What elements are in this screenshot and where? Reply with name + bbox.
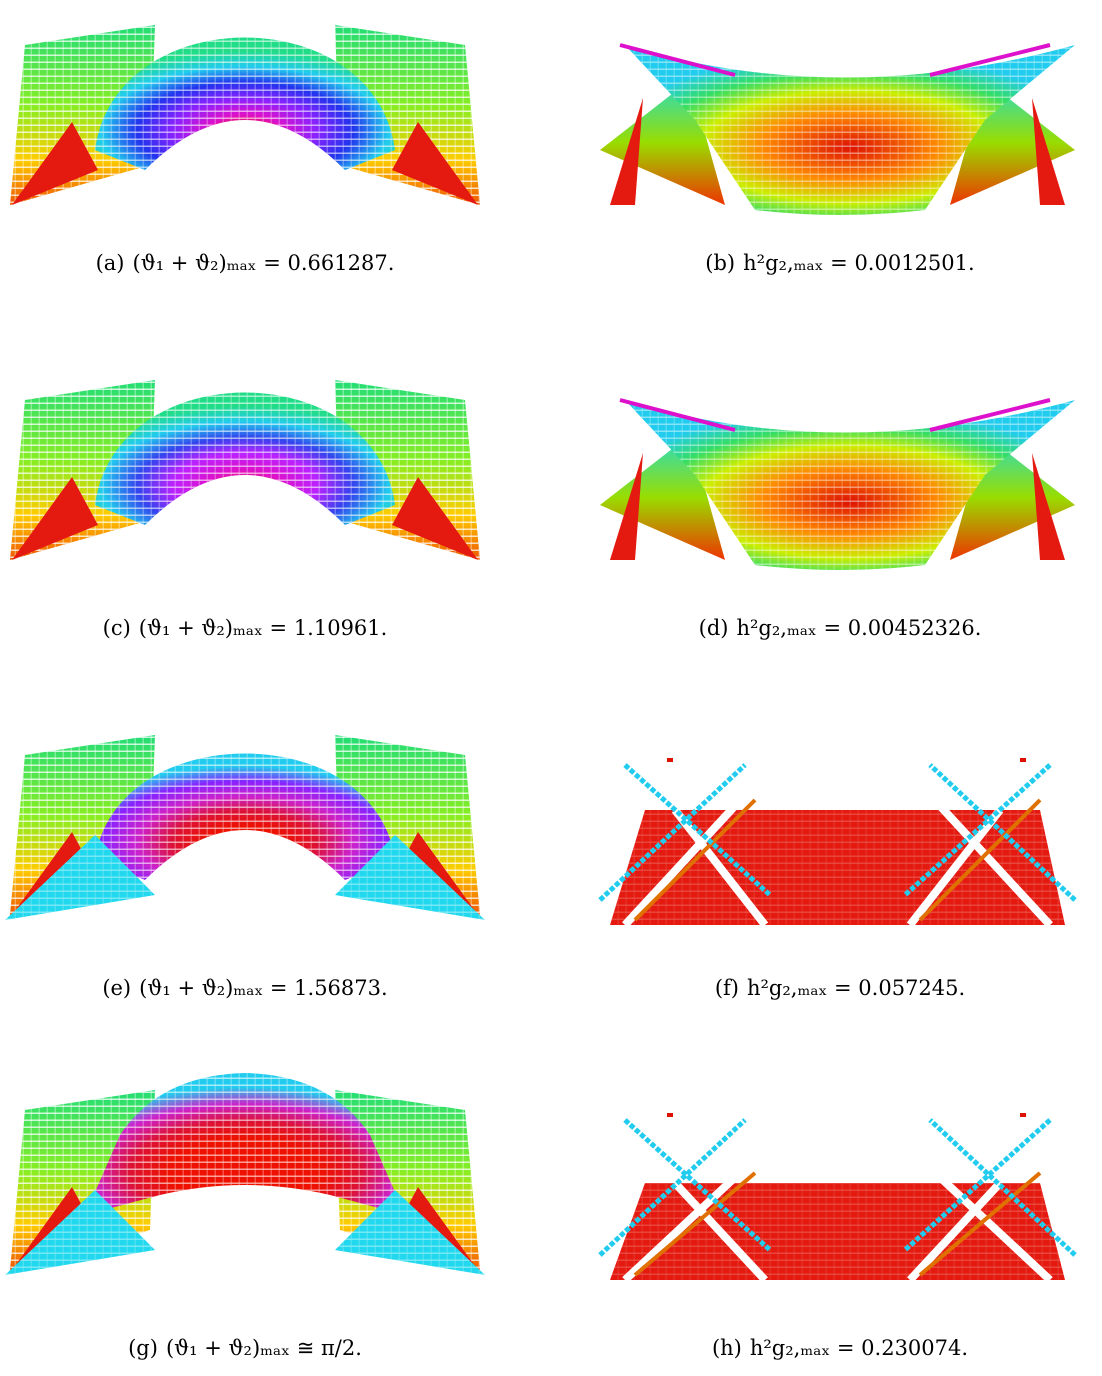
red-edge xyxy=(1032,98,1065,205)
bowl-rows xyxy=(625,400,1075,570)
red-edge xyxy=(610,98,643,205)
caption: (d) h²g₂,ₘₐₓ = 0.00452326. xyxy=(699,616,982,640)
red-triangle xyxy=(392,477,478,560)
dome-rows xyxy=(85,1073,405,1215)
caption: (c) (ϑ₁ + ϑ₂)ₘₐₓ = 1.10961. xyxy=(103,616,388,640)
caption-label: (h) xyxy=(712,1336,742,1360)
caption-text: h²g₂,ₘₐₓ = 0.057245. xyxy=(747,976,965,1000)
panel xyxy=(600,43,1075,215)
caption: (f) h²g₂,ₘₐₓ = 0.057245. xyxy=(715,976,965,1000)
plate-rows xyxy=(610,1183,1065,1280)
panel xyxy=(598,758,1077,928)
cyan-line xyxy=(928,1118,1077,1257)
cyan-line xyxy=(623,763,772,897)
cyan-line xyxy=(929,398,1051,432)
cyan-line xyxy=(598,763,747,902)
panel xyxy=(598,1113,1077,1283)
orange-band xyxy=(633,1171,757,1277)
cyan-line xyxy=(598,1118,747,1257)
cyan-line xyxy=(619,398,736,432)
caption-text: (ϑ₁ + ϑ₂)ₘₐₓ = 1.56873. xyxy=(139,976,388,1000)
caption-label: (e) xyxy=(102,976,131,1000)
white-gap xyxy=(906,807,1004,928)
cyan-line xyxy=(619,43,736,77)
panel xyxy=(5,1073,485,1275)
panel xyxy=(600,398,1075,570)
white-gap xyxy=(907,1180,1003,1283)
caption: (h) h²g₂,ₘₐₓ = 0.230074. xyxy=(712,1336,968,1360)
white-gap xyxy=(622,1165,748,1283)
dome-rows xyxy=(95,753,395,880)
caption-label: (f) xyxy=(715,976,739,1000)
magenta-dot xyxy=(667,758,673,762)
cyan-sheet-rows xyxy=(5,835,155,920)
red-triangle xyxy=(392,122,478,205)
red-triangle xyxy=(12,477,98,560)
white-gap xyxy=(671,807,769,928)
panel xyxy=(5,735,485,920)
caption-label: (c) xyxy=(103,616,131,640)
magenta-dot xyxy=(1020,1113,1026,1117)
orange-band xyxy=(918,1171,1042,1277)
white-gap xyxy=(672,1180,768,1283)
caption-text: h²g₂,ₘₐₓ = 0.00452326. xyxy=(736,616,981,640)
white-gap xyxy=(622,792,748,928)
caption-text: (ϑ₁ + ϑ₂)ₘₐₓ ≅ π/2. xyxy=(166,1336,362,1360)
cyan-sheet-rows xyxy=(5,1190,155,1275)
caption: (e) (ϑ₁ + ϑ₂)ₘₐₓ = 1.56873. xyxy=(102,976,387,1000)
cyan-sheet-rows xyxy=(335,1190,485,1275)
cyan-sheet-rows xyxy=(335,835,485,920)
caption-label: (a) xyxy=(96,251,125,275)
caption: (g) (ϑ₁ + ϑ₂)ₘₐₓ ≅ π/2. xyxy=(128,1336,362,1360)
orange-band xyxy=(633,798,757,922)
red-triangle xyxy=(12,122,98,205)
caption: (a) (ϑ₁ + ϑ₂)ₘₐₓ = 0.661287. xyxy=(96,251,395,275)
magenta-dot xyxy=(667,1113,673,1117)
red-edge xyxy=(610,453,643,560)
caption-label: (b) xyxy=(705,251,735,275)
caption-text: h²g₂,ₘₐₓ = 0.230074. xyxy=(750,1336,968,1360)
cyan-line xyxy=(623,1118,772,1252)
panel xyxy=(10,380,480,560)
cyan-line xyxy=(929,43,1051,77)
white-gap xyxy=(927,792,1053,928)
caption-text: (ϑ₁ + ϑ₂)ₘₐₓ = 1.10961. xyxy=(139,616,388,640)
caption-text: h²g₂,ₘₐₓ = 0.0012501. xyxy=(743,251,975,275)
bowl-rows xyxy=(625,45,1075,215)
caption-label: (g) xyxy=(128,1336,158,1360)
white-gap xyxy=(927,1165,1053,1283)
panel xyxy=(10,25,480,205)
caption-label: (d) xyxy=(699,616,729,640)
magenta-dot xyxy=(1020,758,1026,762)
plate-rows xyxy=(610,810,1065,925)
caption-text: (ϑ₁ + ϑ₂)ₘₐₓ = 0.661287. xyxy=(133,251,395,275)
cyan-line xyxy=(903,1118,1052,1252)
cyan-line xyxy=(928,763,1077,902)
dome-rows xyxy=(95,37,395,170)
orange-band xyxy=(918,798,1042,922)
red-edge xyxy=(1032,453,1065,560)
cyan-line xyxy=(903,763,1052,897)
caption: (b) h²g₂,ₘₐₓ = 0.0012501. xyxy=(705,251,974,275)
dome-rows xyxy=(95,392,395,525)
